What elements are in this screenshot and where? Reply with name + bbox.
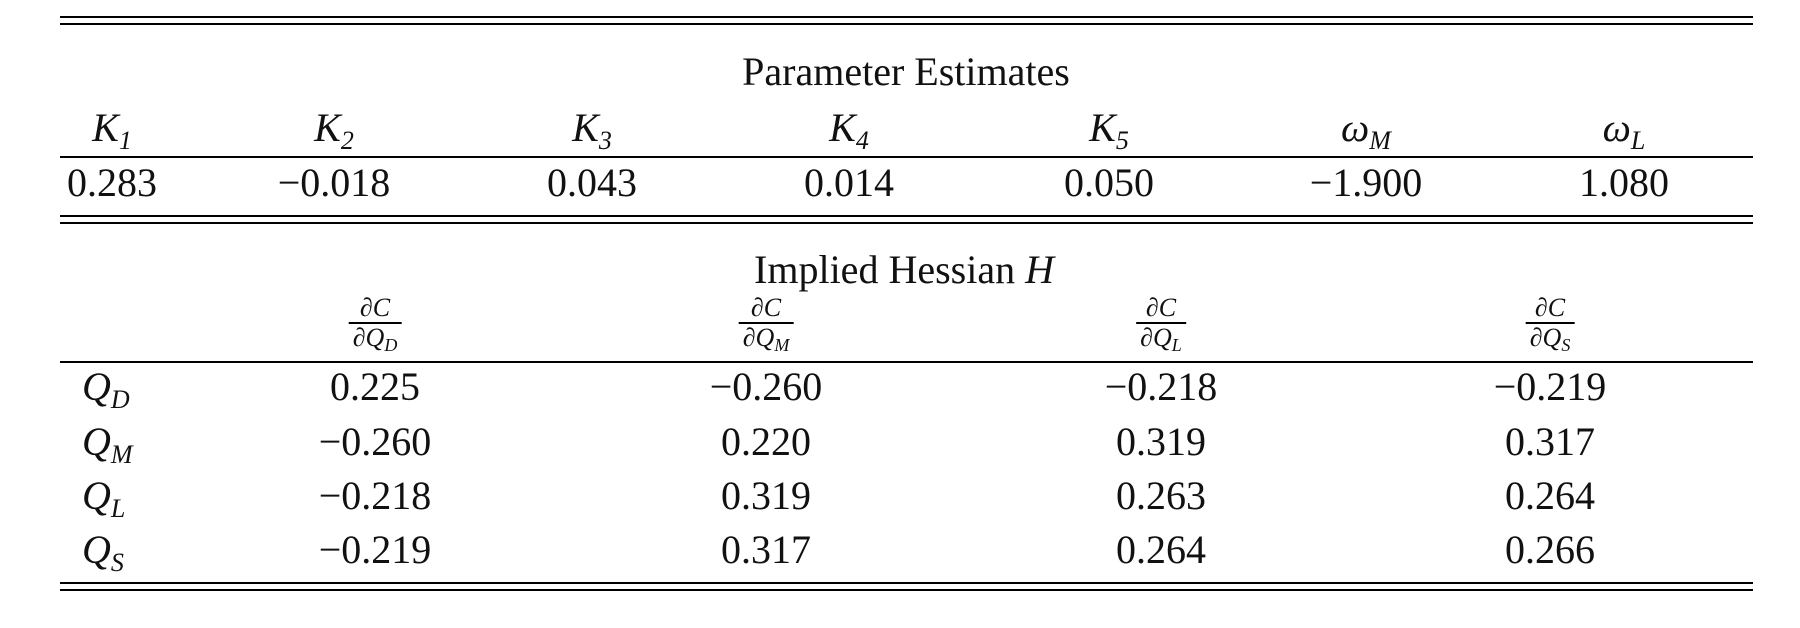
hessian-row-label-ql: QL bbox=[82, 473, 126, 523]
param-value-k3: 0.043 bbox=[547, 160, 637, 205]
hessian-row-label-qm: QM bbox=[82, 419, 133, 469]
hessian-cell: 0.263 bbox=[1116, 473, 1206, 518]
hessian-section-title: Implied Hessian H bbox=[754, 247, 1054, 292]
param-value-omega-l: 1.080 bbox=[1579, 160, 1669, 205]
middle-double-rule-1 bbox=[60, 215, 1753, 217]
param-value-k2: −0.018 bbox=[277, 160, 391, 205]
hessian-cell: 0.264 bbox=[1116, 527, 1206, 572]
param-col-header-k2: K2 bbox=[314, 105, 354, 155]
param-value-k4: 0.014 bbox=[804, 160, 894, 205]
hessian-row-label-qd: QD bbox=[82, 364, 130, 414]
hessian-col-header-dqm: ∂C ∂QM bbox=[738, 294, 794, 359]
hessian-cell: −0.260 bbox=[318, 419, 432, 464]
hessian-header-rule bbox=[60, 361, 1753, 363]
middle-double-rule-2 bbox=[60, 222, 1753, 224]
hessian-cell: −0.219 bbox=[318, 527, 432, 572]
hessian-cell: −0.218 bbox=[1104, 364, 1218, 409]
hessian-col-header-dqd: ∂C ∂QD bbox=[348, 294, 402, 359]
hessian-cell: 0.264 bbox=[1505, 473, 1595, 518]
top-double-rule-2 bbox=[60, 23, 1753, 25]
hessian-cell: 0.225 bbox=[330, 364, 420, 409]
hessian-cell: −0.260 bbox=[709, 364, 823, 409]
hessian-cell: 0.220 bbox=[721, 419, 811, 464]
param-col-header-k1: K1 bbox=[92, 105, 132, 155]
bottom-double-rule-1 bbox=[60, 582, 1753, 584]
param-col-header-k3: K3 bbox=[572, 105, 612, 155]
hessian-cell: 0.317 bbox=[1505, 419, 1595, 464]
hessian-col-header-dqs: ∂C ∂QS bbox=[1525, 294, 1575, 359]
top-double-rule-1 bbox=[60, 16, 1753, 18]
hessian-cell: 0.266 bbox=[1505, 527, 1595, 572]
param-value-omega-m: −1.900 bbox=[1309, 160, 1423, 205]
hessian-cell: −0.218 bbox=[318, 473, 432, 518]
param-col-header-k4: K4 bbox=[829, 105, 869, 155]
hessian-cell: −0.219 bbox=[1493, 364, 1607, 409]
param-col-header-omega-l: ωL bbox=[1602, 105, 1646, 155]
bottom-double-rule-2 bbox=[60, 589, 1753, 591]
hessian-cell: 0.319 bbox=[721, 473, 811, 518]
param-section-title: Parameter Estimates bbox=[742, 49, 1070, 94]
hessian-cell: 0.319 bbox=[1116, 419, 1206, 464]
param-col-header-k5: K5 bbox=[1089, 105, 1129, 155]
param-header-rule bbox=[60, 156, 1753, 158]
hessian-cell: 0.317 bbox=[721, 527, 811, 572]
param-col-header-omega-m: ωM bbox=[1341, 105, 1391, 155]
hessian-row-label-qs: QS bbox=[82, 527, 124, 577]
hessian-col-header-dql: ∂C ∂QL bbox=[1136, 294, 1186, 359]
param-value-k5: 0.050 bbox=[1064, 160, 1154, 205]
param-value-k1: 0.283 bbox=[67, 160, 157, 205]
